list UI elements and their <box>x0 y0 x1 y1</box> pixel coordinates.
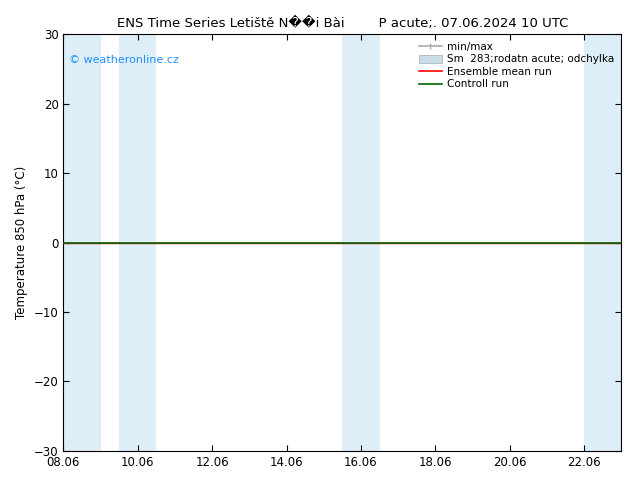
Bar <box>119 34 157 451</box>
Y-axis label: Temperature 850 hPa (°C): Temperature 850 hPa (°C) <box>15 166 29 319</box>
Bar <box>342 34 380 451</box>
Bar <box>63 34 101 451</box>
Text: © weatheronline.cz: © weatheronline.cz <box>69 55 179 65</box>
Bar <box>584 34 621 451</box>
Title: ENS Time Series Letiště N��i Bài        P acute;. 07.06.2024 10 UTC: ENS Time Series Letiště N��i Bài P acute… <box>117 17 568 30</box>
Legend: min/max, Sm  283;rodatn acute; odchylka, Ensemble mean run, Controll run: min/max, Sm 283;rodatn acute; odchylka, … <box>417 40 616 92</box>
